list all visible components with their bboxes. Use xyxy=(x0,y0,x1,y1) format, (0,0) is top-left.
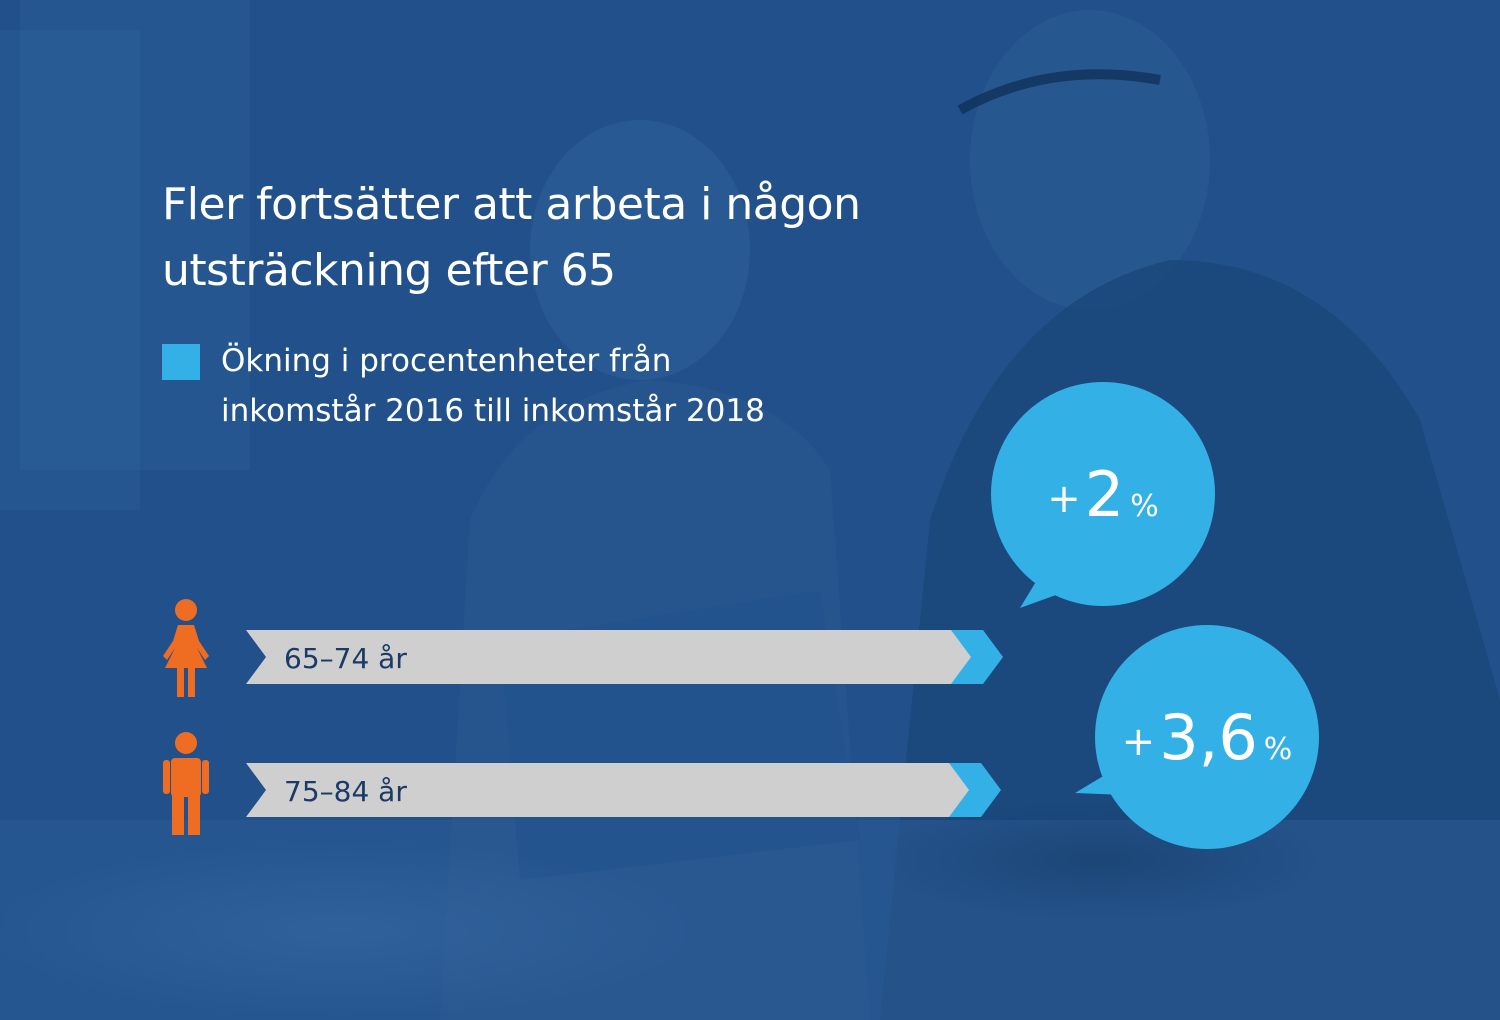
legend-text-line-1: Ökning i procentenheter från xyxy=(221,343,672,379)
bar xyxy=(246,630,985,684)
male-leg xyxy=(188,795,200,835)
bar-label: 65–74 år xyxy=(284,642,407,675)
female-head xyxy=(175,599,197,621)
value-number: 2 xyxy=(1085,458,1124,531)
female-body xyxy=(163,625,209,668)
value-unit: % xyxy=(1130,489,1159,524)
female-leg xyxy=(177,666,184,697)
legend-text-line-2: inkomstår 2016 till inkomstår 2018 xyxy=(221,393,765,429)
male-leg xyxy=(172,795,184,835)
bar-tip xyxy=(949,763,1001,817)
bar-tip xyxy=(951,630,1003,684)
chart-title-line-2: utsträckning efter 65 xyxy=(162,245,616,296)
value-number: 3,6 xyxy=(1159,701,1258,774)
female-person-icon xyxy=(163,599,209,697)
value-bubble-tail xyxy=(1020,575,1078,608)
value-unit: % xyxy=(1264,732,1293,767)
bar-label: 75–84 år xyxy=(284,775,407,808)
bar xyxy=(246,763,983,817)
value-sign: + xyxy=(1047,476,1081,522)
male-arm xyxy=(163,760,170,794)
male-person-icon xyxy=(163,732,209,835)
chart-title-line-1: Fler fortsätter att arbeta i någon xyxy=(162,179,861,230)
male-torso xyxy=(171,758,201,797)
value-bubble xyxy=(1095,625,1319,849)
chart-title: Fler fortsätter att arbeta i någon utstr… xyxy=(162,172,1062,304)
female-leg xyxy=(188,666,195,697)
male-head xyxy=(175,732,197,754)
male-arm xyxy=(202,760,209,794)
value-bubble-tail xyxy=(1075,760,1150,796)
legend-swatch xyxy=(162,344,200,380)
legend-text: Ökning i procentenheter från inkomstår 2… xyxy=(221,336,861,436)
value-bubble xyxy=(991,382,1215,606)
value-label: +3,6% xyxy=(1122,701,1293,774)
value-label: +2% xyxy=(1047,458,1158,531)
value-sign: + xyxy=(1122,719,1156,765)
